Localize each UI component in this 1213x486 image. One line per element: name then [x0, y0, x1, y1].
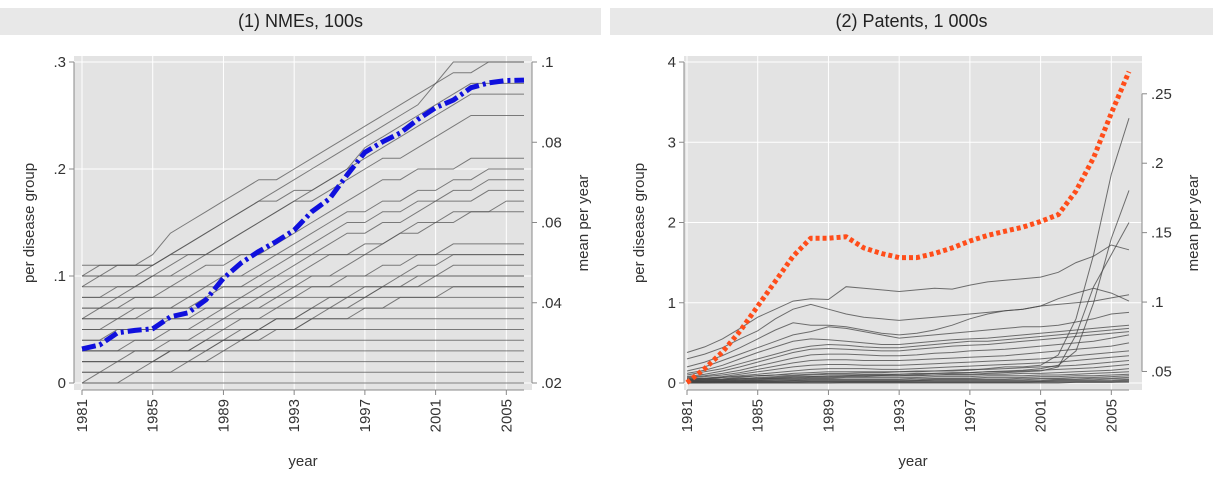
x-tick-label: 1985 — [750, 399, 767, 432]
x-axis: 1981 1985 1989 1993 1997 2001 2005 — [679, 389, 1129, 432]
group-line — [686, 350, 1130, 380]
y2-axis-title: mean per year — [1185, 175, 1202, 272]
y2-tick-label: .04 — [541, 295, 562, 312]
y-tick-label: .2 — [53, 161, 66, 178]
x-tick-label: 1993 — [891, 399, 908, 432]
y2-tick-label: .08 — [541, 134, 562, 151]
y2-tick-label: .25 — [1151, 86, 1172, 103]
x-axis-title: year — [898, 453, 927, 470]
group-line — [686, 324, 1130, 374]
y2-tick-label: .2 — [1151, 155, 1164, 172]
chart-patents: 0 1 2 3 4 per disease group .05 .1 .15 .2 .25 mean … — [631, 54, 1202, 470]
mean-series-line — [81, 77, 525, 352]
x-tick-label: 2005 — [1103, 399, 1120, 432]
y-tick-label: 1 — [668, 295, 676, 312]
group-line — [686, 311, 1130, 372]
x-tick-label: 1997 — [962, 399, 979, 432]
group-line — [686, 368, 1130, 382]
y-tick-label: 2 — [668, 215, 676, 232]
group-line — [687, 371, 1130, 382]
y-tick-label: .1 — [53, 268, 66, 285]
y-axis-left: 0 1 2 3 4 — [668, 54, 685, 392]
panel-patents: (2) Patents, 1 000s 0 1 2 3 4 per disease gro… — [610, 8, 1213, 480]
y2-tick-label: .02 — [541, 375, 562, 392]
group-line — [82, 211, 524, 363]
y-axis-right: .02 .04 .06 .08 .1 — [531, 54, 562, 392]
group-line — [686, 342, 1130, 379]
group-line — [686, 334, 1130, 378]
x-tick-label: 1981 — [74, 399, 91, 432]
y2-tick-label: .15 — [1151, 225, 1172, 242]
y-axis-left: 0 .1 .2 .3 — [53, 54, 75, 392]
x-axis: 1981 1985 1989 1993 1997 2001 2005 — [74, 389, 524, 432]
x-tick-label: 1997 — [357, 399, 374, 432]
group-line — [686, 375, 1130, 383]
y-tick-label: 0 — [668, 375, 676, 392]
panel-title: (1) NMEs, 100s — [0, 8, 601, 35]
y2-tick-label: .1 — [1151, 294, 1164, 311]
x-tick-label: 2001 — [1033, 399, 1050, 432]
group-series — [81, 61, 524, 384]
chart-nmes: 0 .1 .2 .3 per disease group .02 .04 .06 .08 .1 me… — [21, 54, 592, 470]
y-axis-title: per disease group — [21, 163, 38, 283]
group-line — [687, 364, 1130, 382]
y-tick-label: 3 — [668, 134, 676, 151]
x-tick-label: 2005 — [498, 399, 515, 432]
group-line — [686, 331, 1130, 378]
group-line — [82, 61, 524, 277]
group-line — [686, 360, 1130, 382]
y-axis-right: .05 .1 .15 .2 .25 — [1141, 86, 1172, 380]
x-tick-label: 1989 — [215, 399, 232, 432]
panel-title: (2) Patents, 1 000s — [610, 8, 1213, 35]
y2-axis-title: mean per year — [575, 175, 592, 272]
y-tick-label: 0 — [58, 375, 66, 392]
y2-tick-label: .05 — [1151, 363, 1172, 380]
x-tick-label: 1993 — [286, 399, 303, 432]
x-axis-title: year — [288, 453, 317, 470]
group-line — [686, 287, 1130, 360]
panel-nmes: (1) NMEs, 100s 0 .1 .2 .3 per disease group.… — [0, 8, 601, 480]
group-series — [686, 118, 1130, 384]
group-line — [82, 254, 524, 266]
x-tick-label: 2001 — [428, 399, 445, 432]
group-line — [686, 355, 1130, 381]
group-line — [82, 200, 524, 352]
x-tick-label: 1989 — [820, 399, 837, 432]
y-tick-label: 4 — [668, 54, 676, 71]
y2-tick-label: .1 — [541, 54, 554, 71]
group-line — [82, 286, 524, 363]
group-line — [687, 381, 1129, 384]
group-line — [82, 157, 524, 309]
group-line — [82, 115, 524, 298]
y2-tick-label: .06 — [541, 215, 562, 232]
y-axis-title: per disease group — [631, 163, 648, 283]
x-tick-label: 1981 — [679, 399, 696, 432]
group-line — [686, 244, 1130, 353]
group-line — [686, 327, 1130, 376]
x-tick-label: 1985 — [145, 399, 162, 432]
y-tick-label: .3 — [53, 54, 66, 71]
group-line — [686, 294, 1130, 368]
